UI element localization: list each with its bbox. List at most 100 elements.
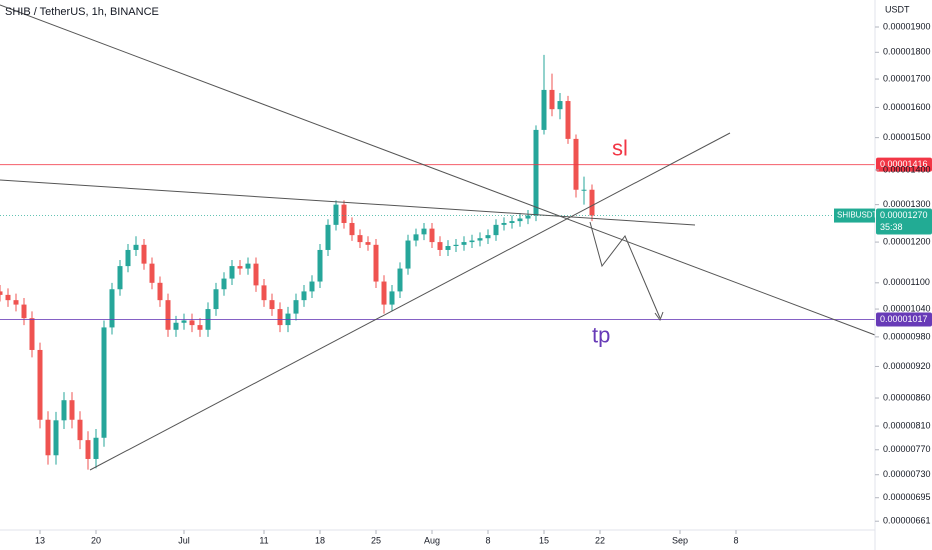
plot-area — [0, 54, 875, 470]
y-tick-label: 0.00000661 — [883, 516, 931, 526]
candle-body — [117, 266, 123, 290]
candle-body — [0, 291, 3, 295]
countdown: 35:38 — [880, 222, 903, 232]
candle-body — [405, 240, 411, 269]
candle-body — [101, 327, 107, 438]
trend-line — [0, 179, 696, 226]
y-tick-label: 0.00001600 — [883, 102, 931, 112]
drawings — [0, 4, 876, 471]
symbol-badge — [834, 208, 875, 223]
candle-body — [85, 440, 91, 459]
candle-body — [141, 244, 147, 264]
candle-body — [501, 222, 507, 225]
candle-body — [541, 89, 547, 130]
y-tick-label: 0.00001500 — [883, 132, 931, 142]
price-badge — [876, 208, 932, 235]
candle-body — [165, 300, 171, 330]
candle-body — [589, 189, 595, 216]
candle-body — [245, 263, 251, 269]
level-name: sl — [612, 135, 628, 160]
candle-body — [365, 242, 371, 245]
candle-body — [29, 318, 35, 350]
x-tick-label: 13 — [35, 535, 45, 545]
candle-body — [149, 263, 155, 283]
y-tick-label: 0.00000730 — [883, 469, 931, 479]
x-tick-label: 8 — [485, 535, 490, 545]
candle-body — [341, 204, 347, 223]
candle-body — [533, 129, 539, 216]
y-tick-label: 0.00000695 — [883, 492, 931, 502]
trend-line — [89, 132, 731, 471]
y-tick-label: 0.00001200 — [883, 236, 931, 246]
candle-body — [301, 291, 307, 301]
x-tick-label: 15 — [539, 535, 549, 545]
candle-body — [133, 244, 139, 250]
x-tick-label: Aug — [424, 535, 440, 545]
y-tick-label: 0.00001400 — [883, 164, 931, 174]
symbol-label: SHIBUSDT — [837, 211, 878, 220]
candle-body — [493, 224, 499, 236]
x-tick-label: 18 — [315, 535, 325, 545]
level-name: tp — [592, 322, 610, 347]
candle-body — [477, 238, 483, 241]
candle-body — [333, 204, 339, 225]
candle-body — [381, 281, 387, 305]
candle-body — [437, 242, 443, 250]
candle-body — [261, 285, 267, 301]
x-tick-label: Sep — [672, 535, 688, 545]
candle-body — [157, 282, 163, 301]
candle-body — [453, 244, 459, 247]
trend-line — [0, 4, 876, 336]
candle-body — [557, 101, 563, 110]
candle-body — [109, 289, 115, 328]
candle-body — [45, 419, 51, 456]
x-tick-label: 20 — [91, 535, 101, 545]
candle-body — [325, 224, 331, 250]
candle-body — [549, 89, 555, 110]
candle-body — [189, 320, 195, 326]
candle-body — [429, 228, 435, 243]
level-badge — [876, 312, 932, 327]
candle-body — [517, 218, 523, 222]
x-tick-label: 22 — [595, 535, 605, 545]
x-tick-label: 25 — [371, 535, 381, 545]
candle-body — [309, 281, 315, 292]
candle-body — [77, 419, 83, 441]
candle-body — [237, 266, 243, 269]
level-badge — [876, 157, 932, 172]
candle-body — [213, 289, 219, 310]
candle-body — [413, 234, 419, 241]
candle-body — [397, 268, 403, 292]
price-badge-label: 0.00001270 — [880, 210, 928, 220]
level-badge-label: 0.00001017 — [880, 314, 928, 324]
candle-body — [173, 322, 179, 330]
y-tick-label: 0.00001900 — [883, 21, 931, 31]
candle-body — [21, 304, 27, 319]
candle-body — [197, 325, 203, 330]
candle-body — [581, 189, 587, 191]
y-tick-label: 0.00000980 — [883, 331, 931, 341]
candle-body — [61, 400, 67, 421]
candle-body — [349, 222, 355, 236]
candle-body — [37, 349, 43, 420]
y-tick-label: 0.00001800 — [883, 47, 931, 57]
y-tick-label: 0.00000810 — [883, 420, 931, 430]
candle-body — [93, 437, 99, 459]
candle-body — [269, 300, 275, 310]
arrow-head — [654, 311, 664, 322]
candle-body — [253, 263, 259, 286]
y-tick-label: 0.00000860 — [883, 392, 931, 402]
candle-body — [13, 300, 19, 305]
y-tick-label: 0.00001100 — [883, 277, 930, 287]
candle-body — [5, 294, 11, 301]
candle-body — [469, 240, 475, 243]
candle-body — [525, 215, 531, 219]
candle-body — [317, 249, 323, 282]
candle-body — [293, 300, 299, 314]
candle-body — [229, 266, 235, 279]
y-tick-label: 0.00001700 — [883, 73, 931, 83]
candle-body — [421, 228, 427, 235]
